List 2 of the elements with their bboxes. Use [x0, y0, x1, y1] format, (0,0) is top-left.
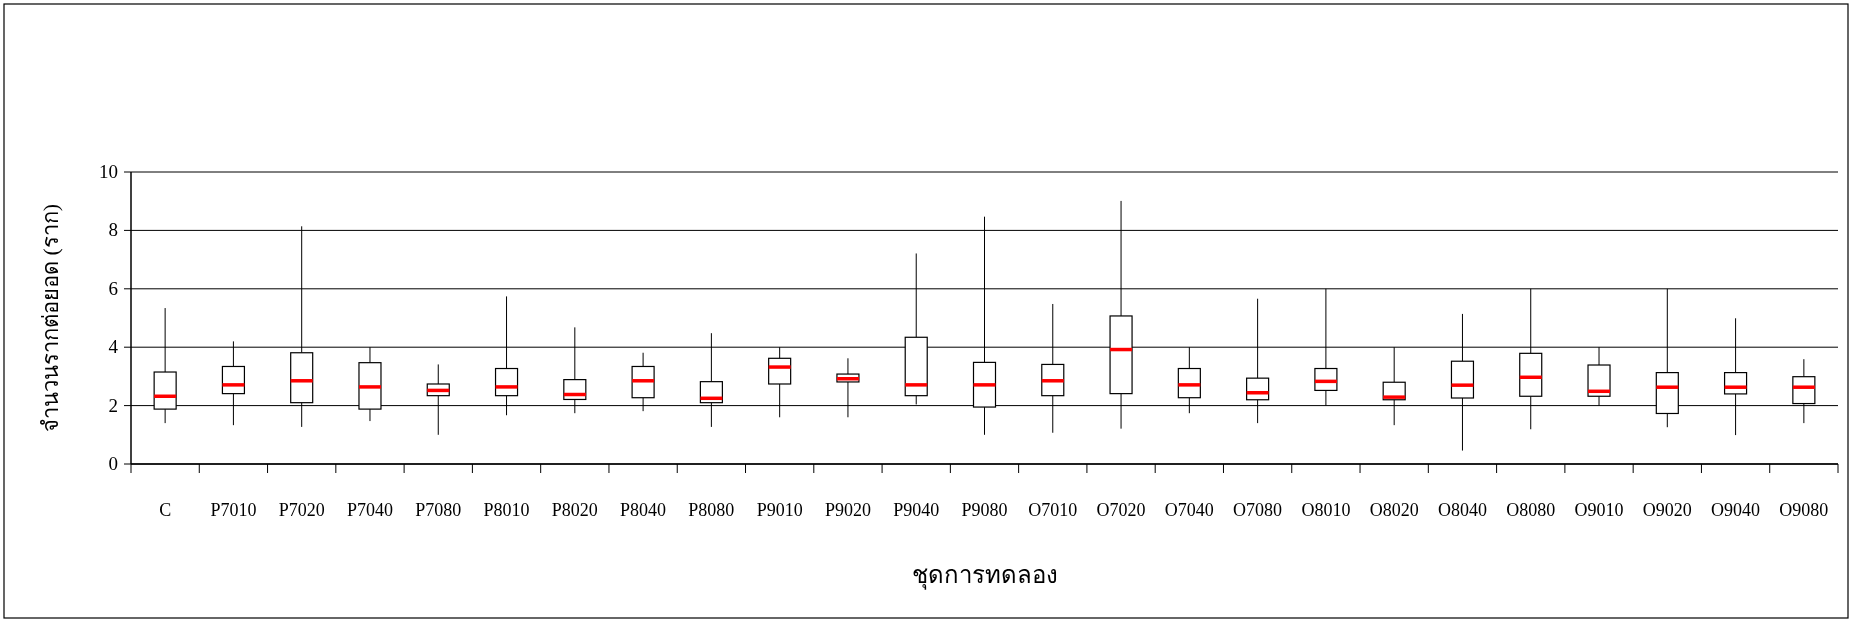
- xlabel: ชุดการทดลอง: [911, 562, 1058, 588]
- ylabel: จำนวนรากต่อยอด (ราก): [38, 203, 63, 433]
